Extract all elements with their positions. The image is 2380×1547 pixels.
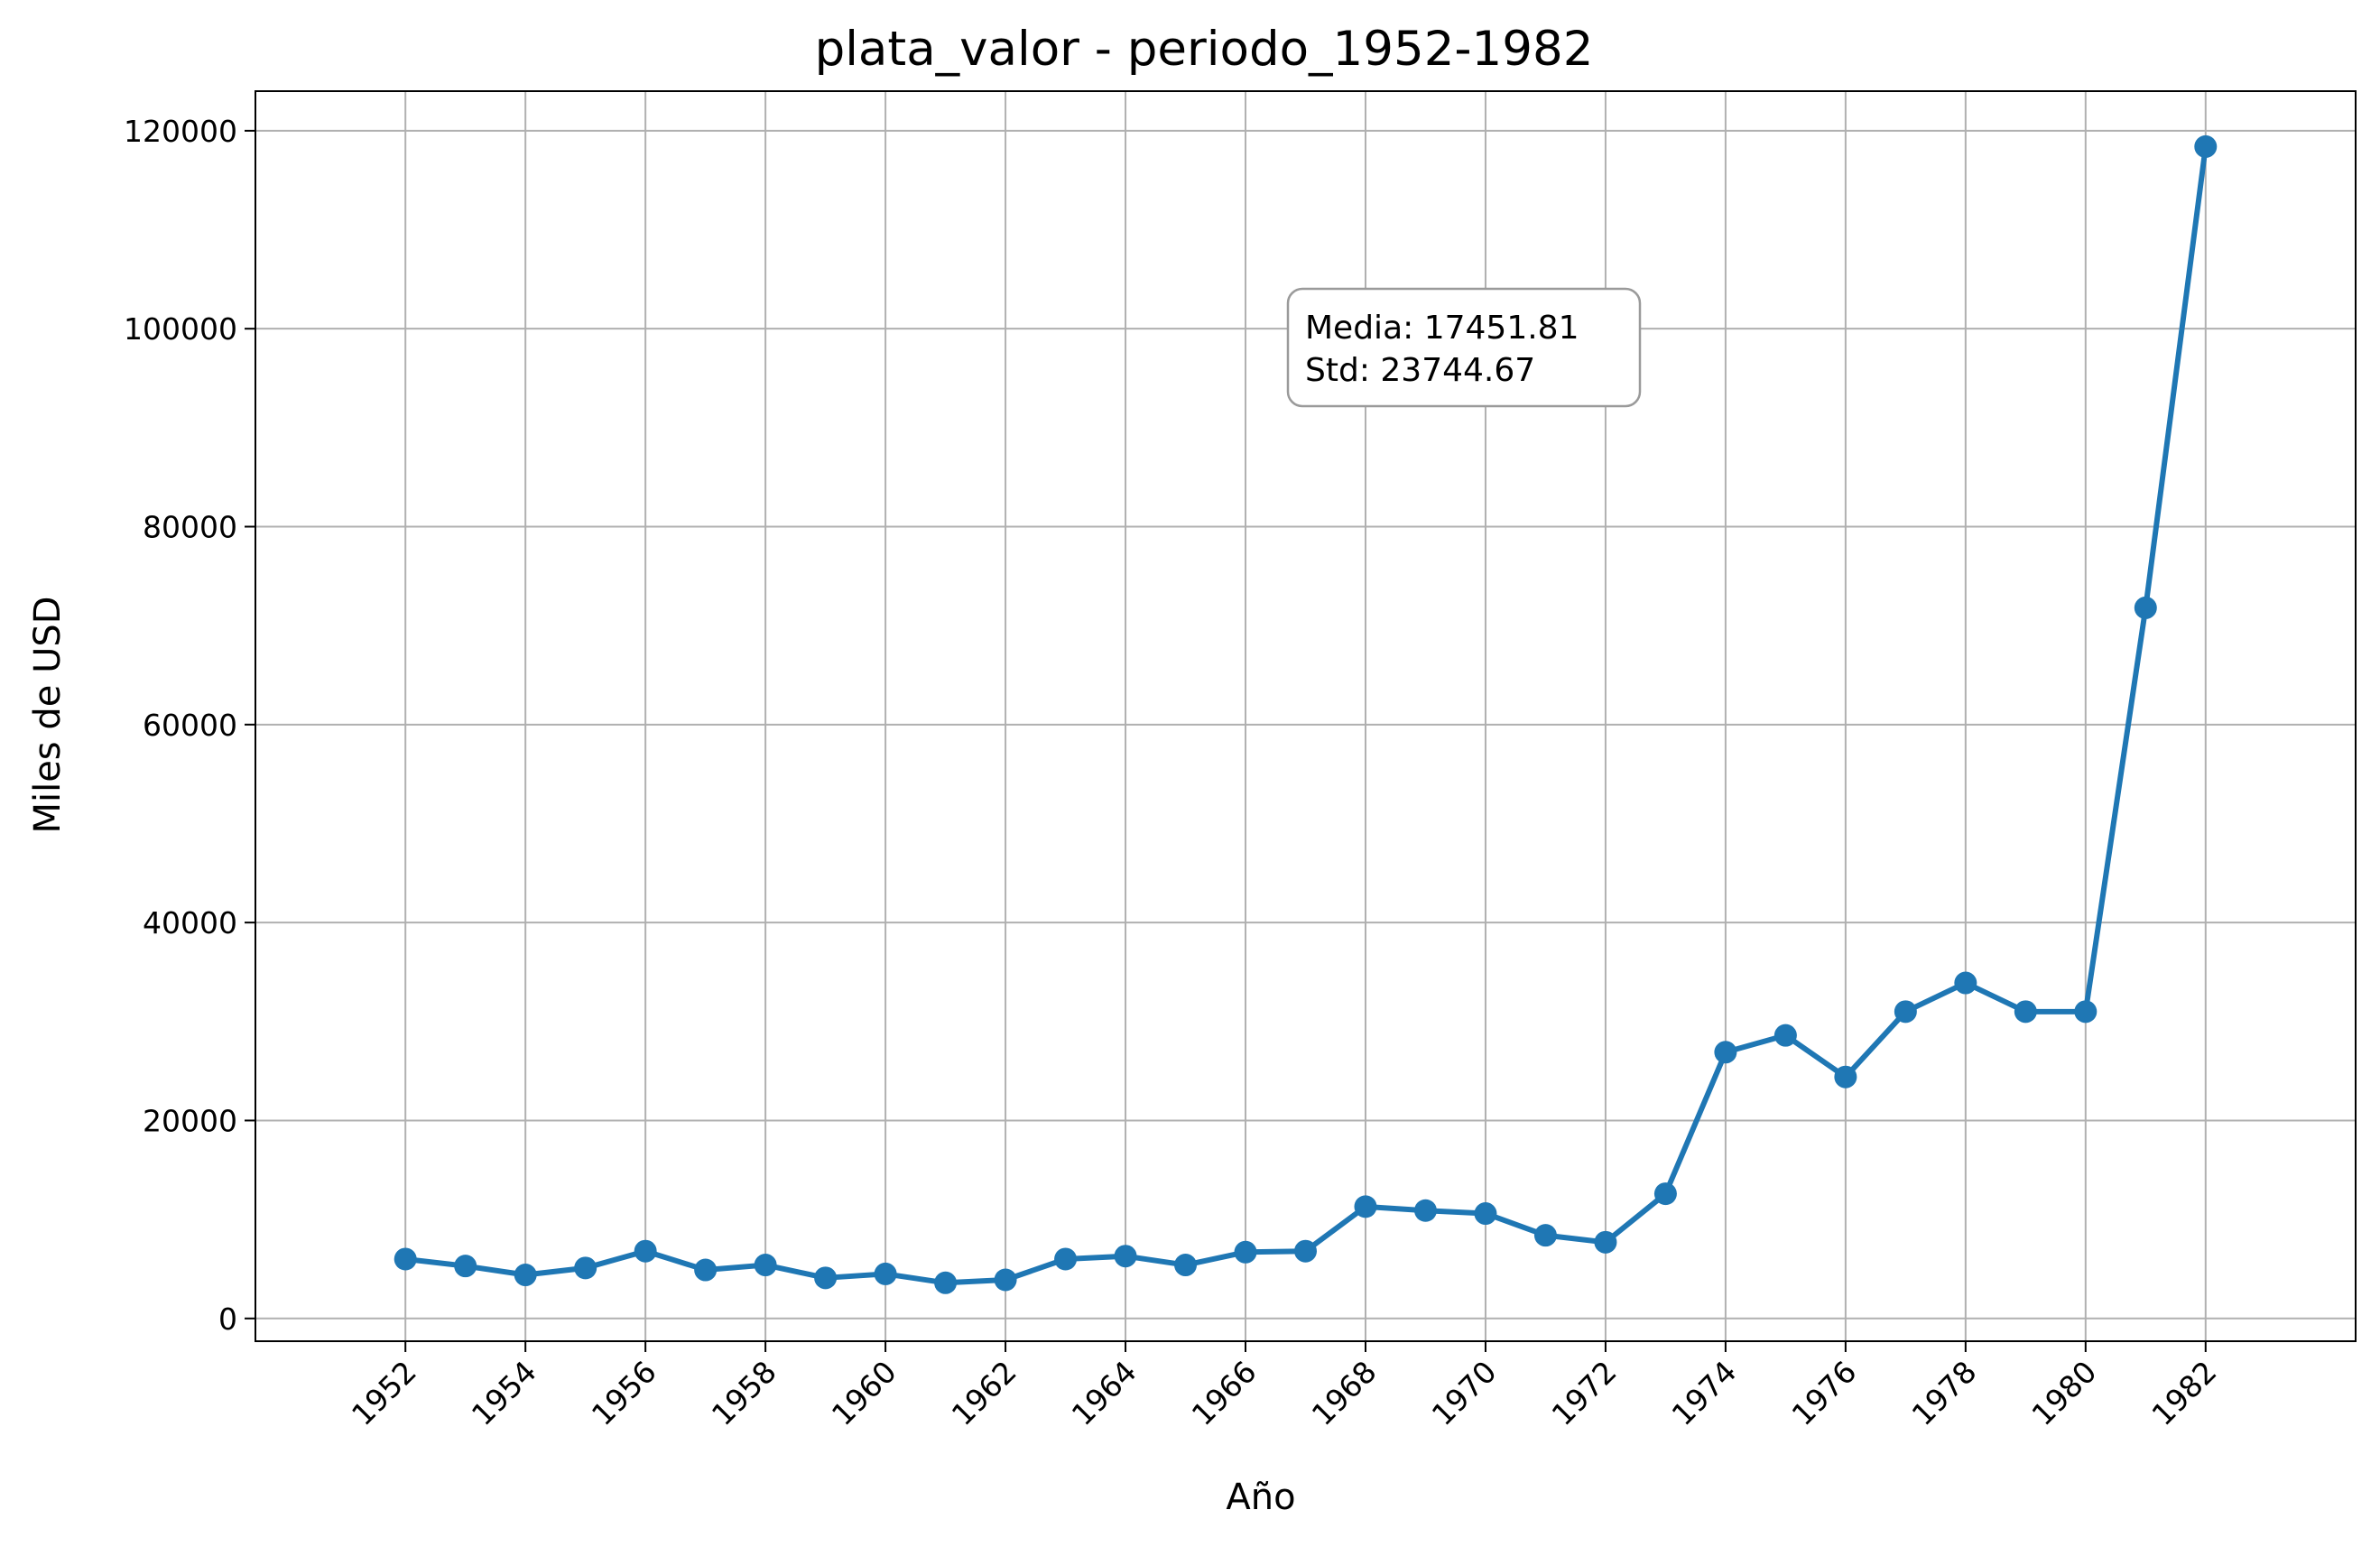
y-tick-label: 80000 xyxy=(143,510,237,545)
stats-box-frame xyxy=(1286,287,1642,408)
data-point xyxy=(1114,1245,1137,1268)
data-point xyxy=(454,1255,477,1278)
data-point xyxy=(1954,971,1977,995)
y-tick-label: 20000 xyxy=(143,1103,237,1138)
y-tick-label: 120000 xyxy=(124,114,237,149)
data-point xyxy=(1653,1182,1677,1206)
data-point xyxy=(1894,1000,1917,1024)
data-point xyxy=(934,1271,958,1294)
data-point xyxy=(994,1268,1017,1292)
y-tick-label: 0 xyxy=(218,1302,237,1337)
data-point xyxy=(1533,1224,1557,1247)
data-point xyxy=(394,1247,417,1271)
axes-frame xyxy=(255,90,2357,1342)
x-axis-label: Año xyxy=(1226,1477,1295,1518)
data-point xyxy=(754,1254,777,1277)
data-point xyxy=(574,1256,597,1280)
data-point xyxy=(874,1262,897,1285)
data-point xyxy=(1234,1240,1257,1264)
data-point xyxy=(1294,1239,1317,1263)
chart-title: plata_valor - periodo_1952-1982 xyxy=(815,22,1594,77)
stats-mean-text: Media: 17451.81 xyxy=(1305,310,1579,347)
data-point xyxy=(1773,1024,1797,1047)
y-tick-label: 60000 xyxy=(143,708,237,743)
data-point xyxy=(1714,1041,1737,1064)
data-point xyxy=(1413,1199,1437,1222)
data-point xyxy=(1354,1195,1377,1218)
y-tick-label: 100000 xyxy=(124,311,237,347)
data-point xyxy=(1054,1247,1078,1271)
y-axis-label: Miles de USD xyxy=(27,596,69,833)
data-point xyxy=(814,1266,838,1290)
data-point xyxy=(634,1239,657,1263)
stats-box: Media: 17451.81 Std: 23744.67 xyxy=(1286,287,1642,408)
data-point xyxy=(1474,1202,1497,1226)
data-point xyxy=(1834,1065,1857,1088)
data-point xyxy=(2134,596,2157,619)
y-tick-label: 40000 xyxy=(143,905,237,940)
data-point xyxy=(1174,1254,1198,1277)
data-point xyxy=(514,1264,537,1287)
data-point xyxy=(694,1258,718,1282)
data-point xyxy=(2074,1000,2098,1024)
data-series xyxy=(394,134,2218,1294)
data-point xyxy=(2194,134,2218,158)
data-point xyxy=(2014,1000,2037,1024)
stats-std-text: Std: 23744.67 xyxy=(1305,352,1535,389)
y-axis-ticks: 0 20000 40000 60000 80000 100000 120000 xyxy=(124,114,255,1337)
data-point xyxy=(1594,1230,1617,1254)
